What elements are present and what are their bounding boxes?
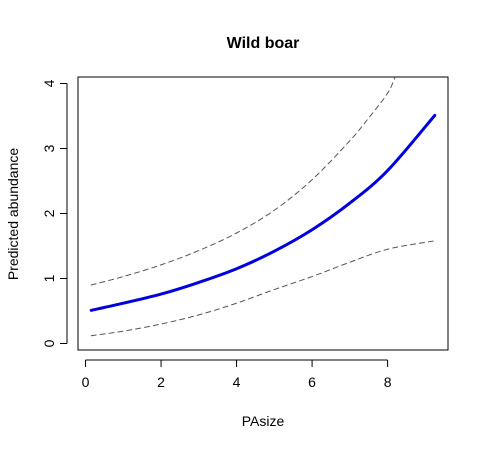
fit-line <box>91 115 435 310</box>
chart-title: Wild boar <box>227 35 300 52</box>
x-tick-label: 8 <box>384 374 392 390</box>
lower-bound-line <box>91 241 435 336</box>
x-axis-label: PAsize <box>242 413 285 429</box>
series-layer <box>91 77 435 336</box>
x-tick-label: 4 <box>233 374 241 390</box>
y-tick-label: 1 <box>41 274 57 282</box>
y-axis: 0 1 2 3 4 <box>41 79 67 347</box>
y-tick-label: 2 <box>41 209 57 217</box>
y-axis-label: Predicted abundance <box>5 148 21 281</box>
x-axis: 0 2 4 6 8 <box>82 360 392 390</box>
y-tick-label: 0 <box>41 339 57 347</box>
y-tick-label: 3 <box>41 144 57 152</box>
upper-bound-line <box>91 77 395 285</box>
x-tick-label: 2 <box>157 374 165 390</box>
plot-box <box>78 77 448 350</box>
y-tick-label: 4 <box>41 79 57 87</box>
x-tick-label: 6 <box>308 374 316 390</box>
x-tick-label: 0 <box>82 374 90 390</box>
